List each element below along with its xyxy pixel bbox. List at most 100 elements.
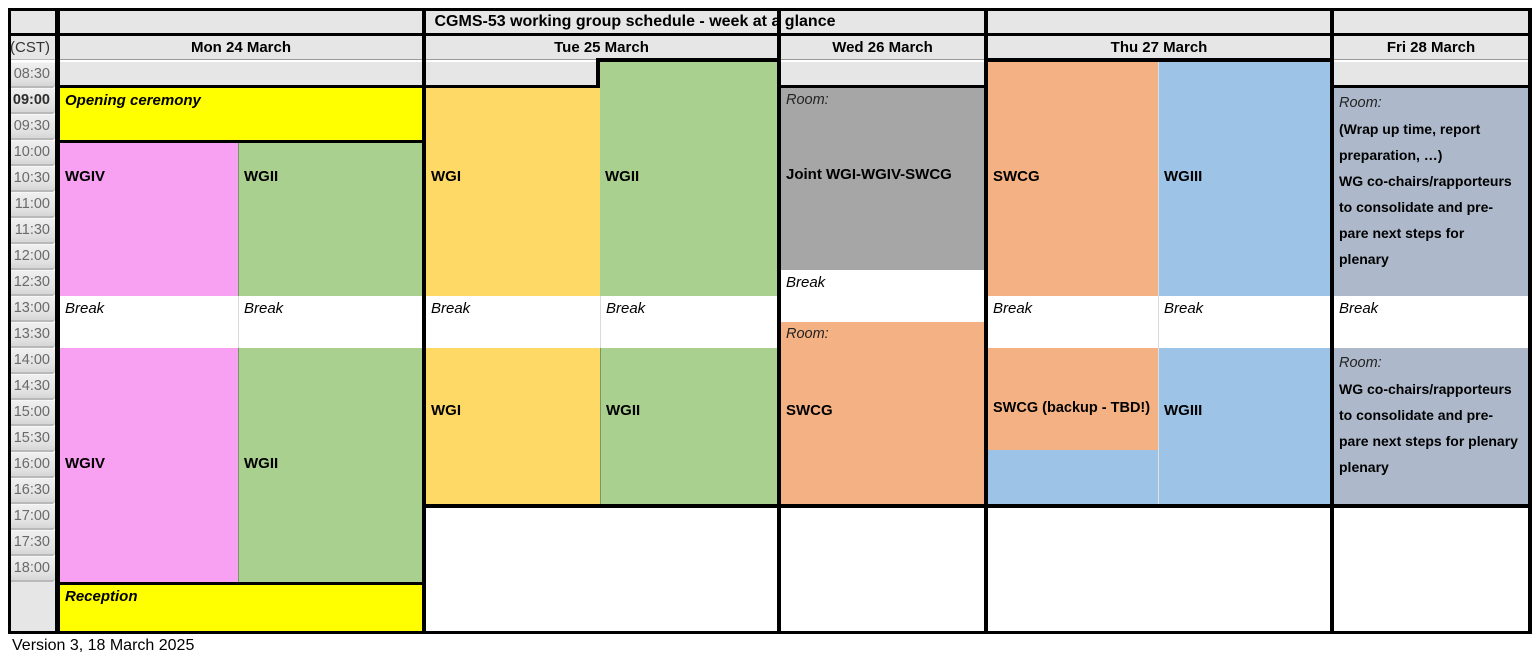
time-cell-1630: 16:30 [8, 478, 55, 504]
event-block-wgiv-mon-pm: WGIV [60, 348, 238, 582]
fri-am-line: WG co-chairs/rapporteurs [1339, 173, 1512, 189]
event-block-swcg-backup-thu-pm: SWCG (backup - TBD!) [988, 348, 1158, 450]
grid-border [8, 33, 1532, 36]
event-block-wgii-tue-am: WGII [600, 62, 777, 296]
fri-pm-line: to consolidate and pre- [1339, 407, 1494, 423]
time-cell-1300: 13:00 [8, 296, 55, 322]
event-label: WGI [431, 402, 461, 419]
break-cell-mon-right: Break [238, 296, 422, 348]
event-block-wgiii-thu-pm: WGIII [1158, 348, 1330, 504]
event-block-wgiii-thu-fill [988, 450, 1158, 504]
event-block-wgi-tue-am: WGI [426, 88, 600, 296]
time-cell-1130: 11:30 [8, 218, 55, 244]
break-cell-tue-right: Break [600, 296, 777, 348]
break-label: Break [431, 300, 471, 317]
event-block-fri-am: Room: (Wrap up time, report preparation,… [1334, 88, 1528, 296]
event-block-swcg-wed-pm: Room: SWCG [781, 322, 984, 504]
grid-border [777, 8, 781, 634]
event-label: SWCG (backup - TBD!) [993, 400, 1151, 416]
fri-pm-line: plenary [1339, 459, 1389, 475]
time-cell-1430: 14:30 [8, 374, 55, 400]
break-label: Break [1164, 300, 1204, 317]
time-cell-1400: 14:00 [8, 348, 55, 374]
fri-empty-0830 [1334, 62, 1528, 85]
event-block-opening-ceremony: Opening ceremony [60, 88, 422, 140]
event-label: WGIV [65, 455, 105, 472]
event-block-fri-pm: Room: WG co-chairs/rapporteurs to consol… [1334, 348, 1528, 504]
room-label: Room: [786, 92, 829, 108]
event-label: WGII [244, 168, 279, 185]
event-label: SWCG [993, 168, 1040, 185]
fri-am-text: Room: (Wrap up time, report preparation,… [1339, 90, 1526, 272]
break-cell-wed: Break [781, 270, 984, 322]
event-block-wgii-mon-am: WGII [238, 143, 422, 296]
fri-am-line: plenary [1339, 251, 1389, 267]
fri-am-line: to consolidate and pre- [1339, 199, 1494, 215]
day-header-tue: Tue 25 March [426, 36, 777, 60]
grid-border [422, 8, 426, 634]
event-block-wgiii-thu-am: WGIII [1158, 62, 1330, 296]
fri-pm-text: Room: WG co-chairs/rapporteurs to consol… [1339, 350, 1526, 480]
time-cell-1330: 13:30 [8, 322, 55, 348]
grid-border [596, 58, 781, 62]
time-cell-0830: 08:30 [8, 62, 55, 88]
event-block-wgi-tue-pm: WGI [426, 348, 600, 504]
event-label: WGIII [1164, 168, 1203, 185]
break-label: Break [786, 274, 826, 291]
break-cell-mon-left: Break [60, 296, 238, 348]
fri-pm-line: pare next steps for plenary [1339, 433, 1518, 449]
title-row-stub [8, 11, 55, 33]
time-cell-blank [8, 582, 55, 631]
grid-border [60, 85, 426, 88]
time-cell-1000: 10:00 [8, 140, 55, 166]
event-label: WGII [605, 168, 640, 185]
grid-border [1528, 8, 1532, 634]
event-label: Opening ceremony [65, 92, 201, 109]
event-label: WGII [244, 455, 279, 472]
fri-pm-line: WG co-chairs/rapporteurs [1339, 381, 1512, 397]
wed-empty-0830 [781, 62, 984, 85]
time-cell-1530: 15:30 [8, 426, 55, 452]
break-label: Break [993, 300, 1033, 317]
time-cell-0900: 09:00 [8, 88, 55, 114]
event-label: WGII [606, 402, 641, 419]
event-block-joint-wed-am: Room: Joint WGI-WGIV-SWCG [781, 88, 984, 270]
event-block-reception: Reception [60, 585, 422, 631]
break-cell-thu-right: Break [1158, 296, 1330, 348]
break-cell-tue-left: Break [426, 296, 600, 348]
grid-border [984, 8, 988, 634]
grid-border [8, 8, 11, 634]
fri-am-line: pare next steps for [1339, 225, 1465, 241]
time-cell-1730: 17:30 [8, 530, 55, 556]
day-header-wed: Wed 26 March [781, 36, 984, 60]
timezone-label: (CST) [8, 36, 55, 60]
time-cell-1230: 12:30 [8, 270, 55, 296]
time-cell-1700: 17:00 [8, 504, 55, 530]
day-header-fri: Fri 28 March [1334, 36, 1528, 60]
event-block-wgii-tue-pm: WGII [600, 348, 777, 504]
tue-empty-bottom [426, 508, 777, 631]
break-label: Break [65, 300, 105, 317]
grid-border [781, 85, 988, 88]
event-label: WGIII [1164, 402, 1203, 419]
room-label: Room: [1339, 355, 1382, 371]
event-label: Joint WGI-WGIV-SWCG [786, 166, 952, 183]
break-cell-fri: Break [1334, 296, 1528, 348]
wed-empty-bottom [781, 508, 984, 631]
thu-empty-bottom [988, 508, 1330, 631]
grid-border [55, 8, 60, 634]
time-cell-1030: 10:30 [8, 166, 55, 192]
time-cell-1100: 11:00 [8, 192, 55, 218]
event-label: WGIV [65, 168, 105, 185]
fri-empty-bottom [1334, 508, 1528, 631]
grid-border [1330, 8, 1334, 634]
event-label: SWCG [786, 402, 833, 419]
time-cell-1600: 16:00 [8, 452, 55, 478]
time-cell-0930: 09:30 [8, 114, 55, 140]
room-label: Room: [786, 326, 829, 342]
grid-border [426, 504, 1532, 508]
day-header-thu: Thu 27 March [988, 36, 1330, 60]
time-cell-1800: 18:00 [8, 556, 55, 582]
footer-version: Version 3, 18 March 2025 [12, 637, 195, 654]
